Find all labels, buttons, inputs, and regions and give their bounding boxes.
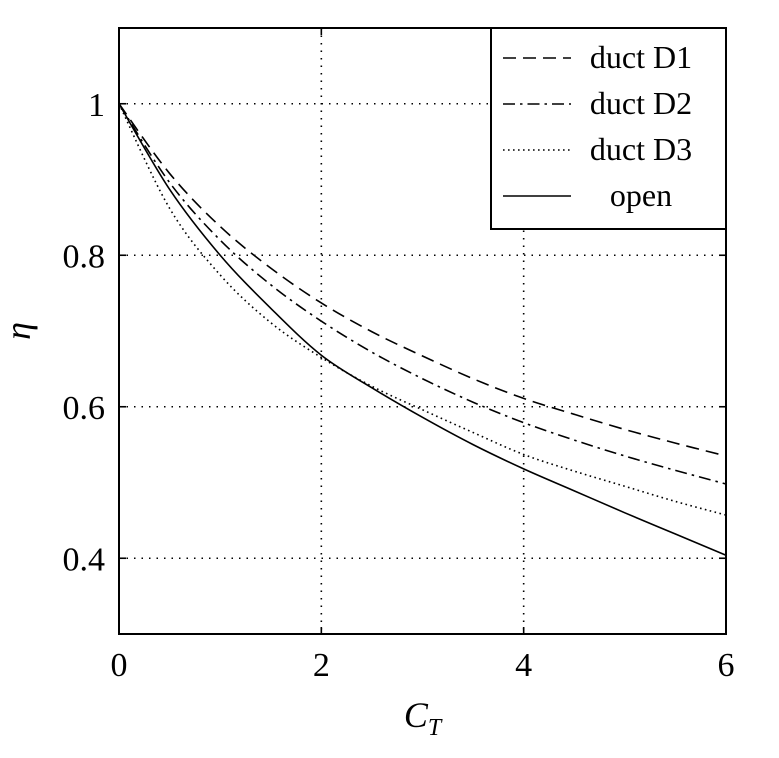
series-lines <box>118 103 727 556</box>
x-tick-label: 0 <box>111 647 128 684</box>
y-axis-label: η <box>0 322 38 340</box>
x-axis-label: CT <box>404 695 443 741</box>
x-tick-label: 6 <box>718 647 735 684</box>
plot-frame <box>118 27 727 635</box>
legend-label: open <box>610 177 672 213</box>
x-axis-label-subscript: T <box>428 715 443 741</box>
series-line-duct-d1 <box>118 103 727 457</box>
series-line-duct-d3 <box>118 103 727 516</box>
legend: duct D1 duct D2 duct D3 open <box>490 27 727 230</box>
x-tick-label: 2 <box>313 647 330 684</box>
axis-ticks: 0 2 4 6 0.4 0.6 0.8 1 <box>63 28 735 684</box>
series-line-open <box>118 103 727 556</box>
y-tick-label: 0.6 <box>63 390 106 427</box>
legend-label: duct D3 <box>590 131 692 167</box>
y-tick-label: 1 <box>88 87 105 124</box>
x-tick-label: 4 <box>515 647 532 684</box>
y-tick-label: 0.8 <box>63 238 106 275</box>
series-line-duct-d2 <box>118 103 727 485</box>
legend-label: duct D1 <box>590 39 692 75</box>
x-axis-label-main: C <box>404 695 429 735</box>
y-tick-label: 0.4 <box>63 541 106 578</box>
legend-label: duct D2 <box>590 85 692 121</box>
